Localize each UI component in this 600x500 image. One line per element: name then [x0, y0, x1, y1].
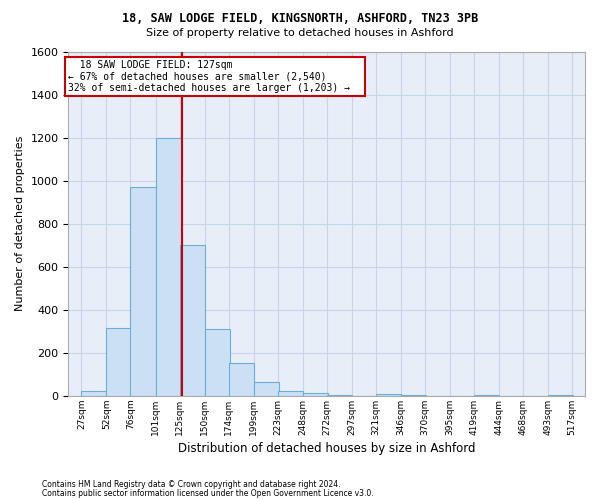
Bar [327, 395, 352, 396]
Bar [548, 395, 573, 396]
Text: 18 SAW LODGE FIELD: 127sqm
← 67% of detached houses are smaller (2,540)
32% of s: 18 SAW LODGE FIELD: 127sqm ← 67% of deta… [68, 60, 362, 94]
Bar [106, 328, 131, 396]
Y-axis label: Number of detached properties: Number of detached properties [15, 136, 25, 312]
Bar [254, 382, 278, 396]
Text: Contains public sector information licensed under the Open Government Licence v3: Contains public sector information licen… [42, 489, 374, 498]
Bar [179, 245, 205, 396]
Bar [376, 394, 401, 396]
Bar [205, 329, 230, 396]
Bar [401, 395, 426, 396]
Bar [155, 138, 181, 396]
Bar [302, 392, 328, 396]
Text: Contains HM Land Registry data © Crown copyright and database right 2024.: Contains HM Land Registry data © Crown c… [42, 480, 341, 489]
Bar [474, 395, 499, 396]
Bar [82, 390, 106, 396]
Bar [130, 187, 155, 396]
X-axis label: Distribution of detached houses by size in Ashford: Distribution of detached houses by size … [178, 442, 475, 455]
Bar [278, 390, 302, 396]
Bar [229, 362, 254, 396]
Text: 18, SAW LODGE FIELD, KINGSNORTH, ASHFORD, TN23 3PB: 18, SAW LODGE FIELD, KINGSNORTH, ASHFORD… [122, 12, 478, 26]
Text: Size of property relative to detached houses in Ashford: Size of property relative to detached ho… [146, 28, 454, 38]
